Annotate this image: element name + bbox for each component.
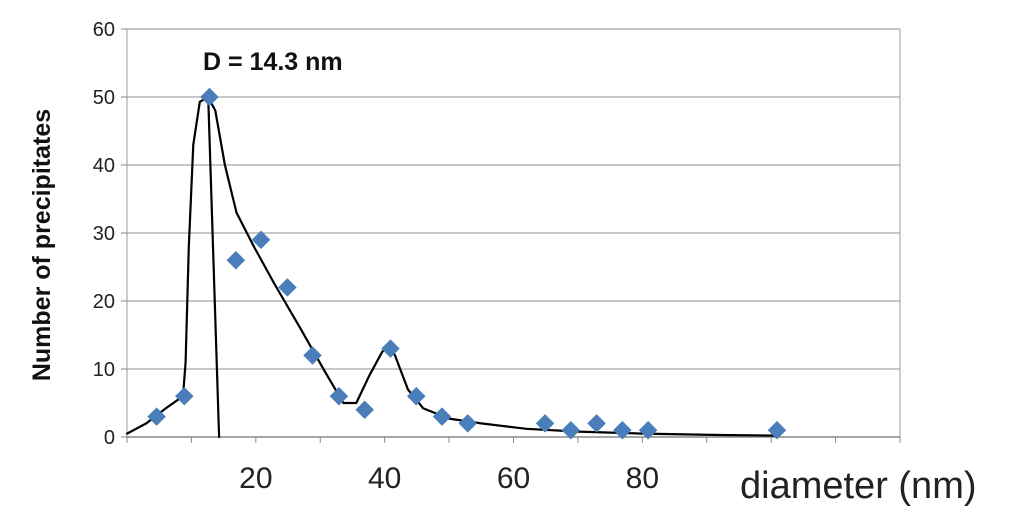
y-axis-ticks: 0 10 20 30 40 50 60: [93, 19, 127, 449]
curve-layer: [125, 95, 779, 439]
xtick-label: 60: [497, 462, 530, 495]
ytick-label: 20: [93, 291, 115, 313]
data-point: [767, 420, 787, 440]
data-point: [147, 407, 166, 426]
annotation-label: D = 14.3 nm: [203, 48, 343, 76]
data-point: [251, 230, 271, 250]
ytick-label: 40: [93, 155, 115, 177]
data-point: [278, 278, 297, 297]
data-point: [561, 420, 581, 440]
data-point: [613, 420, 632, 440]
ytick-label: 10: [93, 359, 115, 381]
xtick-label: 80: [626, 462, 659, 495]
data-point: [303, 346, 322, 365]
data-point: [226, 250, 246, 270]
ytick-label: 30: [93, 223, 115, 245]
xtick-label: 20: [239, 462, 272, 495]
marker-layer: [147, 87, 787, 440]
y-axis-label: Number of precipitates: [28, 109, 56, 381]
data-point: [200, 87, 219, 107]
diameter-marker-line: [207, 95, 221, 439]
data-point: [329, 386, 349, 406]
x-axis-label: diameter (nm): [740, 465, 977, 507]
ytick-label: 0: [104, 427, 115, 449]
xtick-label: 40: [368, 462, 401, 495]
data-point: [381, 339, 400, 358]
grid-lines: [127, 28, 900, 370]
data-point: [174, 386, 194, 406]
data-point: [535, 414, 555, 433]
fit-curve: [125, 95, 779, 437]
data-point: [355, 400, 375, 420]
data-point: [432, 407, 452, 426]
ytick-label: 60: [93, 19, 115, 41]
data-point: [587, 414, 606, 433]
data-point: [638, 420, 658, 440]
x-axis-ticks: 20 40 60 80: [126, 437, 901, 495]
ytick-label: 50: [93, 87, 115, 109]
data-point: [406, 386, 426, 406]
data-point: [458, 414, 478, 433]
